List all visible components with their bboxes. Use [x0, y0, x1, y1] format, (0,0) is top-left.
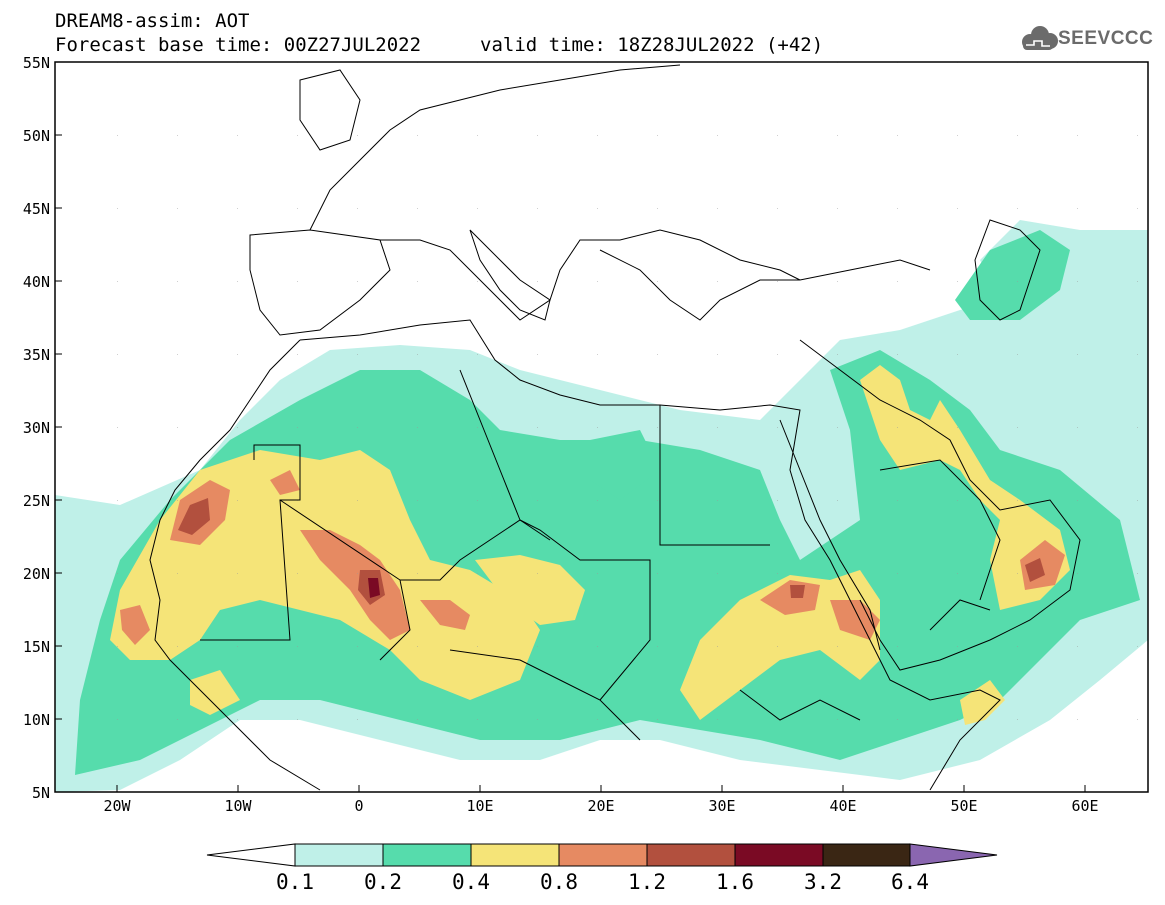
forecast-base-time: Forecast base time: 00Z27JUL2022 — [55, 34, 422, 56]
lat-label: 5N — [31, 784, 50, 802]
colorbar-label: 0.4 — [452, 870, 490, 894]
logo-text: SEEVCCC — [1058, 28, 1154, 49]
lat-label: 40N — [22, 273, 50, 291]
lon-label: 10W — [224, 797, 252, 815]
colorbar-label: 1.6 — [716, 870, 754, 894]
colorbar-high-arrow — [909, 843, 998, 867]
cloud-icon — [1022, 26, 1058, 50]
colorbar-label: 6.4 — [891, 870, 929, 894]
colorbar-label: 0.1 — [276, 870, 314, 894]
axis-ticks — [55, 61, 1086, 792]
aot-field — [55, 62, 1148, 792]
colorbar-segment — [558, 843, 648, 867]
colorbar-segment — [822, 843, 911, 867]
lon-label: 20E — [587, 797, 615, 815]
colorbar-label: 3.2 — [804, 870, 842, 894]
colorbar-segment — [470, 843, 560, 867]
lon-label: 40E — [829, 797, 857, 815]
lon-label: 60E — [1071, 797, 1099, 815]
lon-label: 0 — [354, 797, 364, 815]
colorbar-label: 0.2 — [364, 870, 402, 894]
colorbar-low-arrow — [206, 843, 296, 867]
colorbar-segment — [294, 843, 384, 867]
lon-label: 50E — [950, 797, 978, 815]
colorbar-segment — [734, 843, 824, 867]
valid-time: valid time: 18Z28JUL2022 (+42) — [480, 34, 824, 56]
colorbar-label: 1.2 — [628, 870, 666, 894]
colorbar-segment — [382, 843, 472, 867]
map-title: DREAM8-assim: AOT — [55, 10, 250, 32]
colorbar-label: 0.8 — [540, 870, 578, 894]
lat-label: 55N — [22, 54, 50, 72]
lat-label: 30N — [22, 419, 50, 437]
lat-label: 20N — [22, 565, 50, 583]
lat-label: 15N — [22, 638, 50, 656]
colorbar-segment — [646, 843, 736, 867]
lat-label: 50N — [22, 127, 50, 145]
lat-label: 10N — [22, 711, 50, 729]
lat-label: 35N — [22, 346, 50, 364]
colorbar — [206, 843, 998, 867]
lon-label: 20W — [103, 797, 131, 815]
lat-label: 45N — [22, 200, 50, 218]
lon-label: 10E — [466, 797, 494, 815]
lat-label: 25N — [22, 492, 50, 510]
lon-label: 30E — [708, 797, 736, 815]
